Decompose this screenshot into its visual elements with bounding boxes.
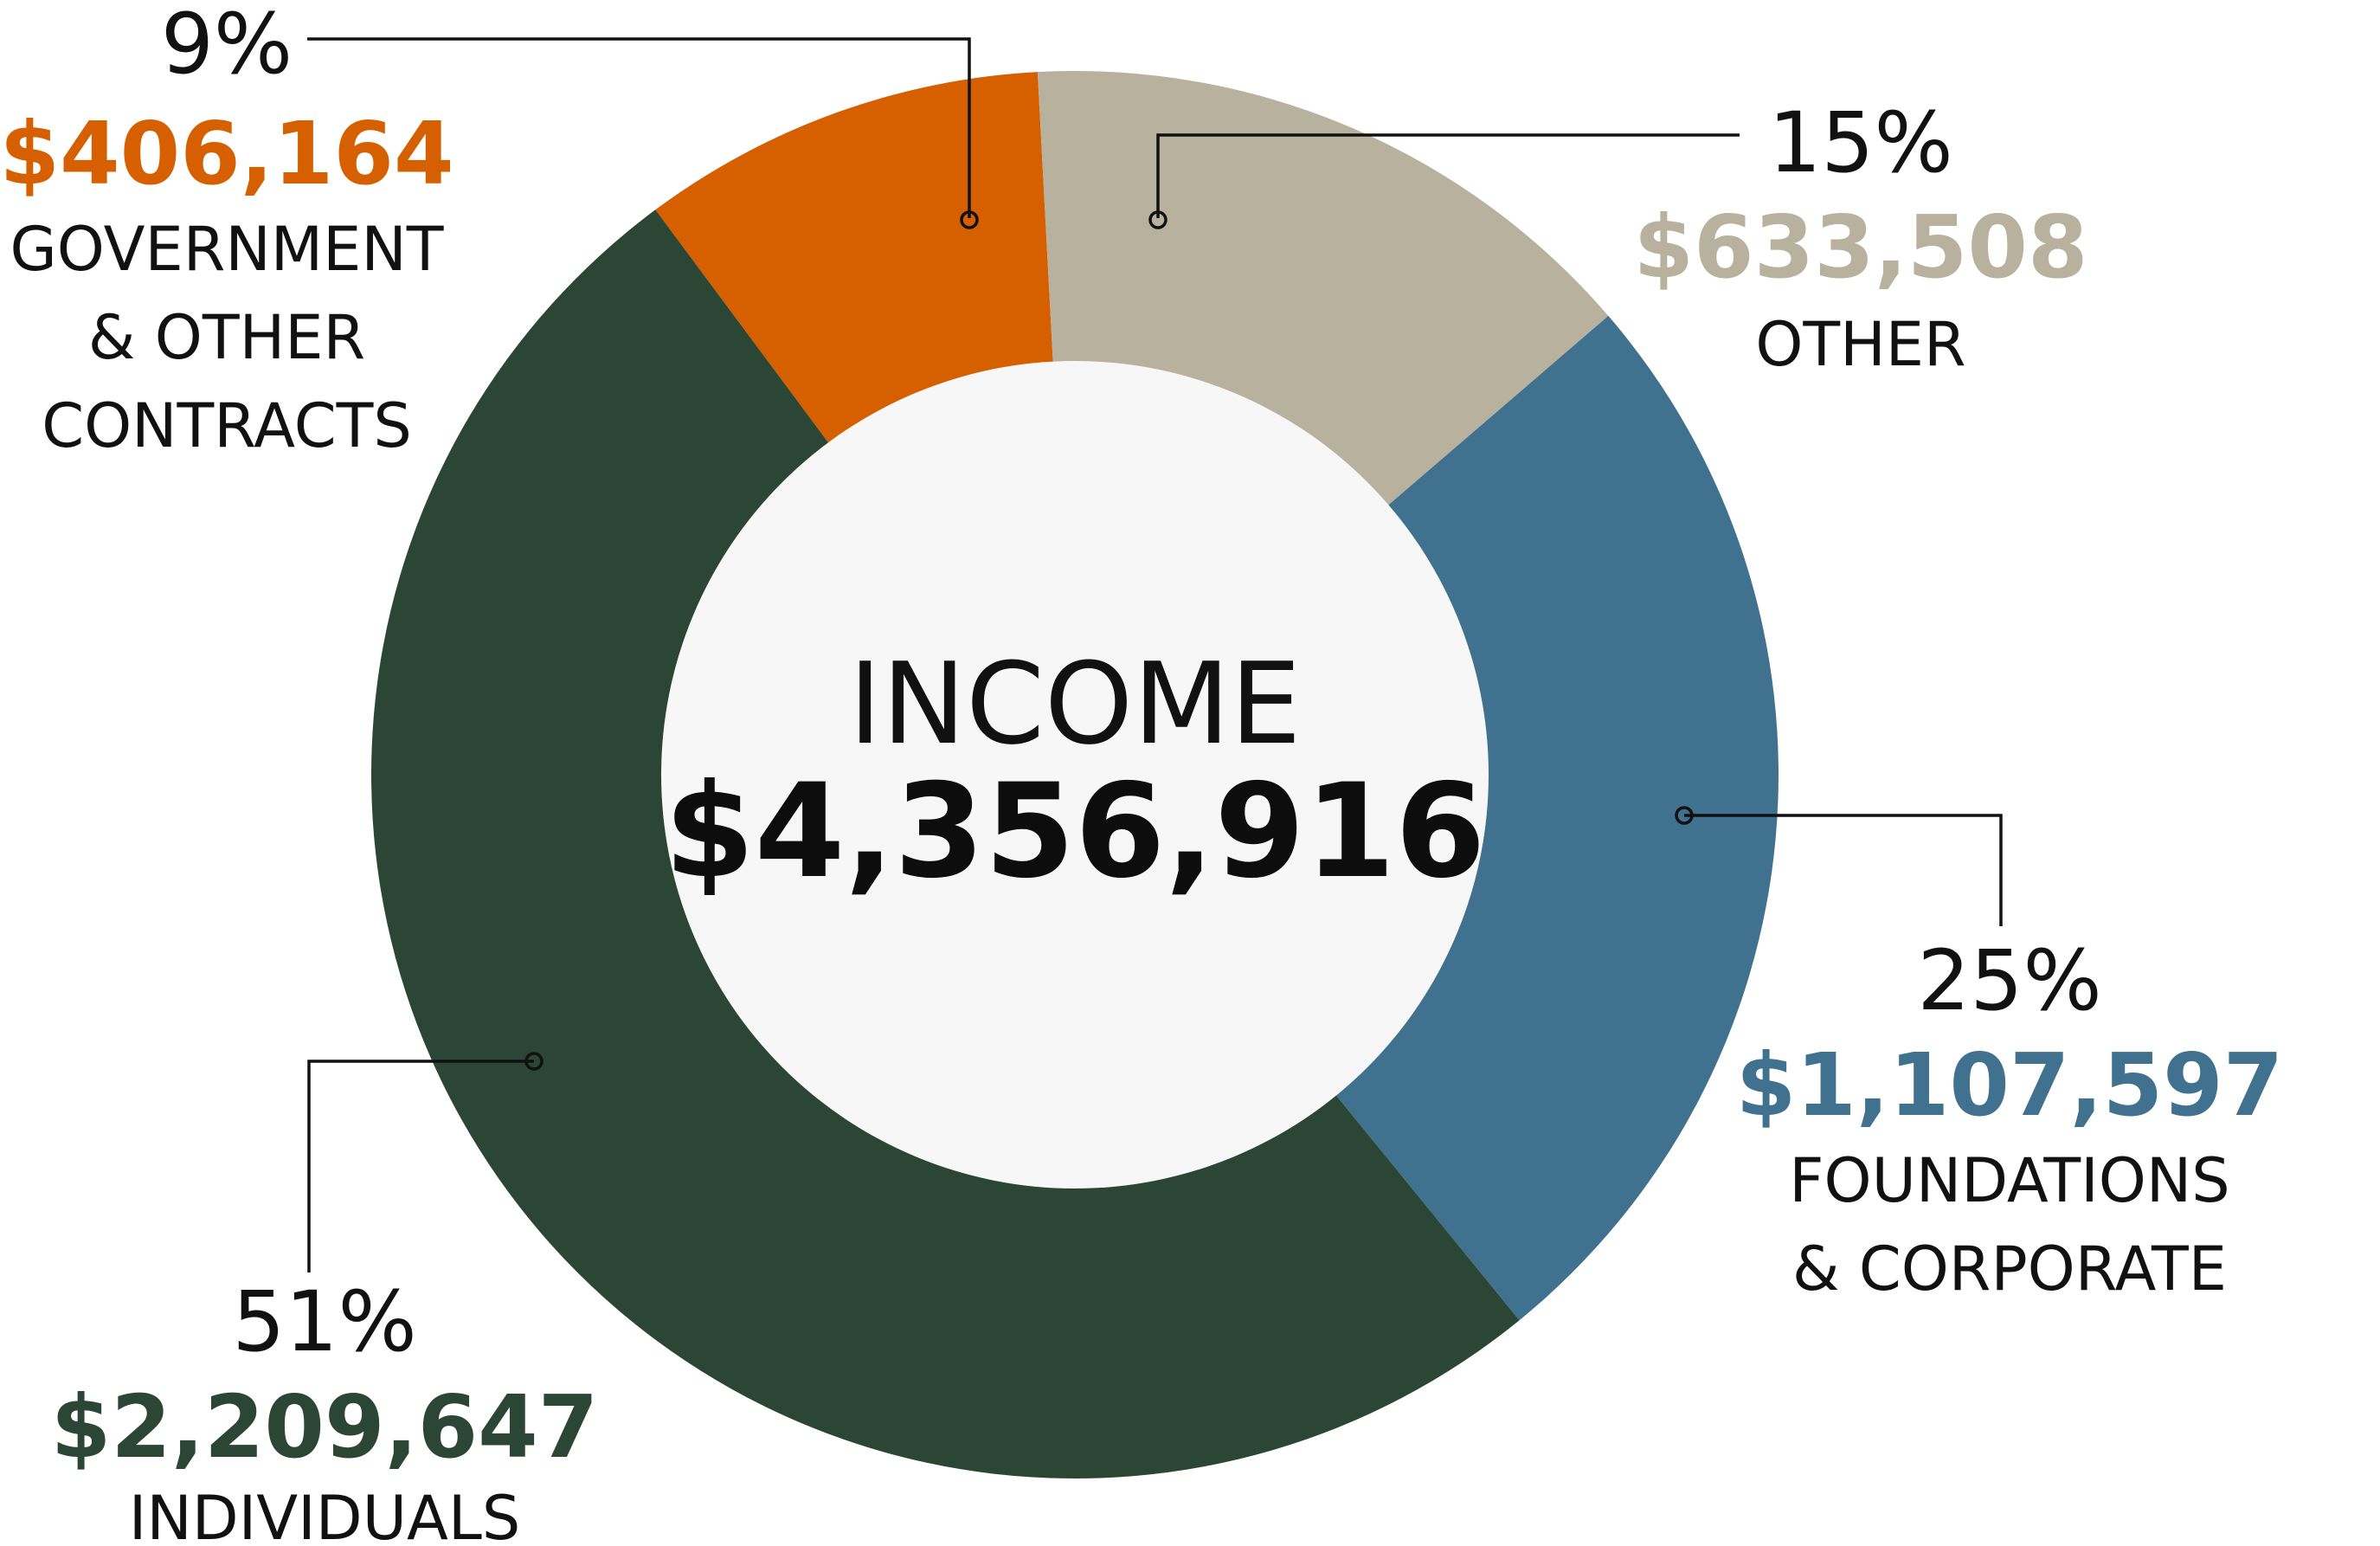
category-label-foundations-line-1: FOUNDATIONS (1789, 1145, 2229, 1216)
leader-dot-foundations (1675, 806, 1694, 825)
label-individuals: 51% $2,209,647 INDIVIDUALS (51, 1273, 599, 1546)
percent-label-other: 15% (1768, 94, 1952, 191)
center-title: INCOME (849, 638, 1302, 770)
category-label-government-line-2: & OTHER (88, 302, 365, 373)
leader-dot-other (1148, 210, 1167, 229)
label-foundations: 25% $1,107,597 FOUNDATIONS & CORPORATE (1736, 932, 2284, 1304)
label-government: 9% $406,164 GOVERNMENT & OTHER CONTRACTS (0, 0, 454, 461)
leader-line-foundations (1684, 814, 2003, 926)
donut-hole (661, 361, 1489, 1188)
percent-label-individuals: 51% (232, 1273, 416, 1370)
category-label-individuals-line-1: INDIVIDUALS (129, 1483, 521, 1546)
amount-label-other: $633,508 (1633, 196, 2087, 298)
amount-label-government: $406,164 (0, 103, 454, 204)
amount-label-foundations: $1,107,597 (1736, 1034, 2284, 1136)
category-label-other-line-1: OTHER (1755, 309, 1965, 380)
amount-label-individuals: $2,209,647 (51, 1376, 599, 1478)
percent-label-foundations: 25% (1917, 932, 2101, 1029)
category-label-government-line-1: GOVERNMENT (10, 214, 444, 285)
leader-dot-government (960, 210, 979, 229)
leader-line-individuals (307, 1060, 534, 1272)
percent-label-government: 9% (161, 0, 293, 93)
category-label-government-line-3: CONTRACTS (42, 390, 412, 461)
leader-line-government (307, 37, 971, 218)
leader-dot-individuals (524, 1052, 544, 1071)
leader-line-other (1156, 133, 1740, 218)
label-other: 15% $633,508 OTHER (1633, 94, 2087, 380)
center-total: $4,356,916 (665, 757, 1486, 907)
category-label-foundations-line-2: & CORPORATE (1792, 1234, 2227, 1304)
